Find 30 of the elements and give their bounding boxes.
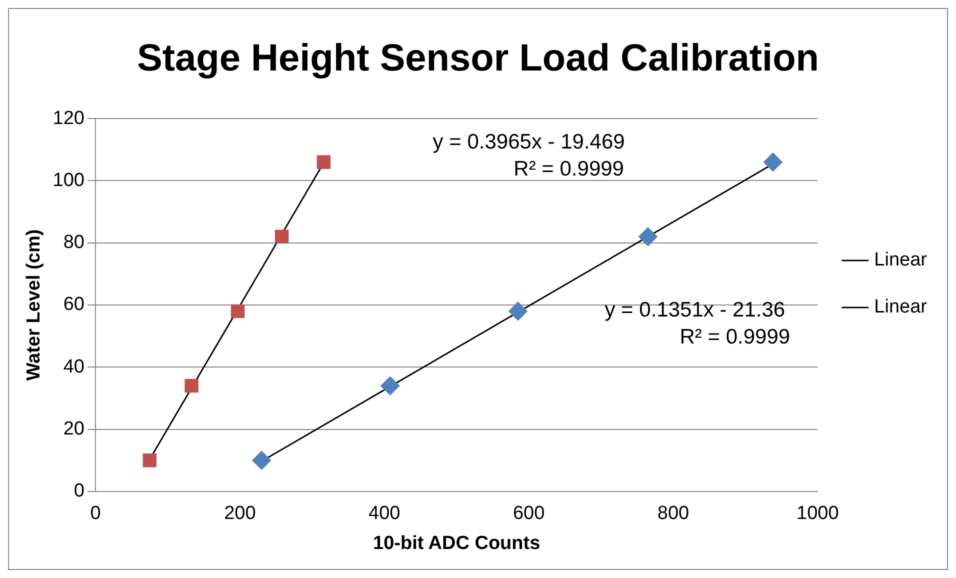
point <box>230 304 245 318</box>
legend-label: Linear <box>874 296 928 318</box>
y-tick-label: 40 <box>63 356 84 378</box>
point <box>316 155 331 169</box>
y-axis-title: Water Level (cm) <box>24 229 45 381</box>
point <box>380 376 400 396</box>
point <box>252 450 272 470</box>
x-tick-label: 400 <box>368 503 400 524</box>
y-tick-label: 100 <box>52 170 84 191</box>
point <box>184 378 198 393</box>
legend-label: Linear <box>874 250 928 271</box>
x-tick-label: 200 <box>224 503 256 524</box>
point <box>508 302 528 321</box>
point <box>763 152 782 172</box>
annotation: y = 0.3965x - 19.469 R² = 0.9999 <box>432 130 625 181</box>
x-tick-label: 800 <box>657 503 690 524</box>
x-tick-label: 0 <box>90 503 101 524</box>
y-tick-label: 60 <box>63 294 84 316</box>
y-tick-label: 80 <box>63 232 84 254</box>
annotation: y = 0.1351x - 21.36 R² = 0.9999 <box>604 298 790 348</box>
x-tick-label: 1000 <box>796 503 839 524</box>
x-axis-title: 10-bit ADC Counts <box>373 532 540 554</box>
point <box>638 227 658 246</box>
y-tick-label: 20 <box>63 418 84 440</box>
point <box>142 453 157 468</box>
y-tick-label: 120 <box>52 108 84 129</box>
chart-title: Stage Height Sensor Load Calibration <box>137 37 819 80</box>
y-tick-label: 0 <box>74 480 84 502</box>
point <box>274 230 289 244</box>
x-tick-label: 600 <box>512 503 545 524</box>
